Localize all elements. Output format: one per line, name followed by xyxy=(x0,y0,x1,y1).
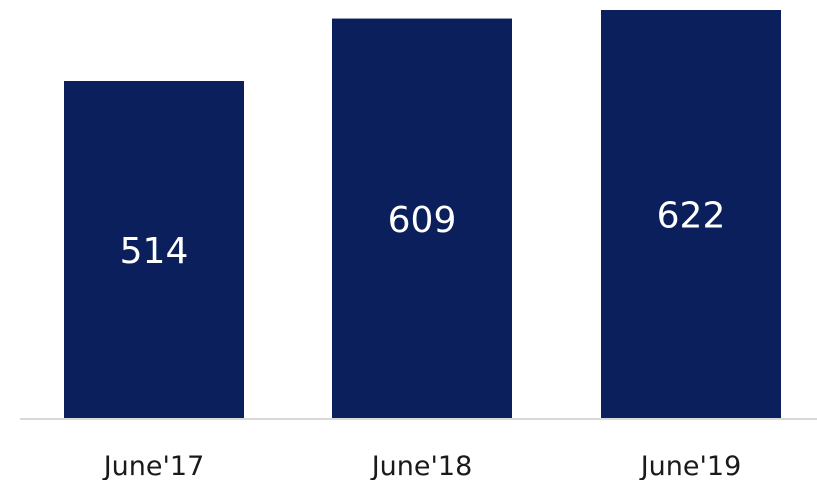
bar-0 xyxy=(64,81,244,419)
x-tick-label-1: June'18 xyxy=(370,451,473,480)
x-tick-labels-group: June'17 June'18 June'19 xyxy=(102,451,742,480)
x-tick-label-0: June'17 xyxy=(102,451,205,480)
bar-value-label-0: 514 xyxy=(120,231,189,272)
bar-1 xyxy=(332,18,512,420)
bars-group xyxy=(64,10,781,420)
bar-value-label-1: 609 xyxy=(388,200,457,241)
x-tick-label-2: June'19 xyxy=(639,451,742,480)
bar-2 xyxy=(601,10,781,419)
bar-value-label-2: 622 xyxy=(657,196,726,237)
value-labels-group: 514 609 622 xyxy=(120,196,726,273)
